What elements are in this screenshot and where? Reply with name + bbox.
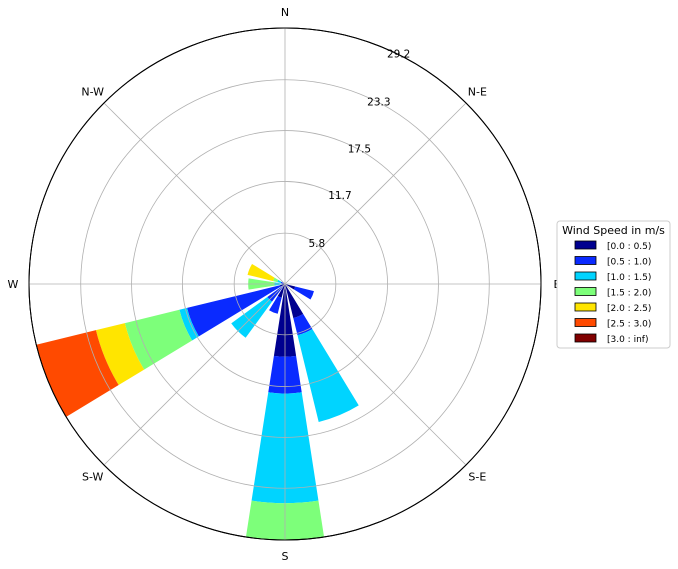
- legend-swatch-2: [574, 271, 597, 281]
- direction-label-n-e: N-E: [468, 86, 487, 99]
- legend-label-6: [3.0 : inf): [607, 335, 648, 345]
- grid-spoke-7: [103, 102, 286, 285]
- bar-sector-7-bin-2: [277, 279, 282, 283]
- radial-tick-label-0: 5.8: [308, 238, 325, 250]
- direction-label-w: W: [8, 278, 19, 291]
- radial-tick-label-1: 11.7: [328, 190, 351, 202]
- legend-title: Wind Speed in m/s: [562, 224, 665, 237]
- legend-label-2: [1.0 : 1.5): [607, 273, 651, 283]
- bar-sector-5-bin-0: [279, 284, 285, 287]
- direction-label-n-w: N-W: [81, 86, 104, 99]
- polar-grid: [28, 27, 542, 541]
- legend-swatch-4: [574, 302, 597, 312]
- bar-sector-5-bin-1: [187, 285, 281, 337]
- polar-frame: [28, 27, 542, 541]
- direction-label-s: S: [282, 550, 289, 563]
- legend-swatch-3: [574, 287, 597, 296]
- radial-tick-labels: 5.8 11.7 17.5 23.3 29.2: [308, 48, 410, 250]
- legend-label-1: [0.5 : 1.0): [607, 258, 651, 268]
- grid-spoke-3: [284, 283, 467, 466]
- bar-sector-1-bin-2: [297, 328, 359, 422]
- bar-sector-5-bin-5: [36, 330, 119, 417]
- legend-swatch-6: [574, 333, 597, 343]
- legend-swatch-0: [574, 240, 597, 250]
- bar-sector-7-bin-4: [247, 263, 275, 282]
- wind-bars: [36, 263, 359, 541]
- legend-label-3: [1.5 : 2.0): [607, 289, 651, 299]
- direction-labels: NN-EES-ESS-WWN-W: [8, 6, 561, 563]
- grid-spoke-5: [103, 283, 286, 466]
- legend-swatch-1: [574, 256, 597, 265]
- direction-label-s-e: S-E: [468, 470, 486, 483]
- grid-spoke-1: [284, 102, 467, 285]
- legend: Wind Speed in m/s [0.0 : 0.5) [0.5 : 1.0) […: [556, 220, 671, 349]
- bar-sector-7-bin-1: [280, 281, 284, 284]
- direction-label-s-w: S-W: [82, 470, 104, 483]
- legend-swatch-5: [574, 318, 597, 327]
- legend-label-5: [2.5 : 3.0): [607, 320, 651, 330]
- radial-tick-label-2: 17.5: [348, 143, 371, 155]
- bar-sector-3-bin-1: [269, 295, 282, 314]
- direction-label-n: N: [281, 6, 289, 19]
- bar-sector-0-bin-1: [293, 286, 314, 300]
- bar-sector-5-bin-3: [124, 309, 193, 370]
- bar-sector-5-bin-2: [179, 307, 199, 341]
- bar-sector-7-bin-3: [273, 277, 279, 283]
- legend-label-4: [2.0 : 2.5): [607, 304, 651, 314]
- bar-sector-3-bin-0: [277, 284, 285, 298]
- bar-sector-1-bin-0: [285, 284, 304, 319]
- radial-tick-label-3: 23.3: [367, 96, 390, 108]
- legend-label-0: [0.0 : 0.5): [607, 242, 651, 252]
- legend-box: [556, 220, 671, 349]
- radial-tick-label-4: 29.2: [387, 48, 410, 60]
- bar-sector-5-bin-4: [95, 323, 145, 386]
- bar-sector-0-bin-0: [285, 284, 296, 290]
